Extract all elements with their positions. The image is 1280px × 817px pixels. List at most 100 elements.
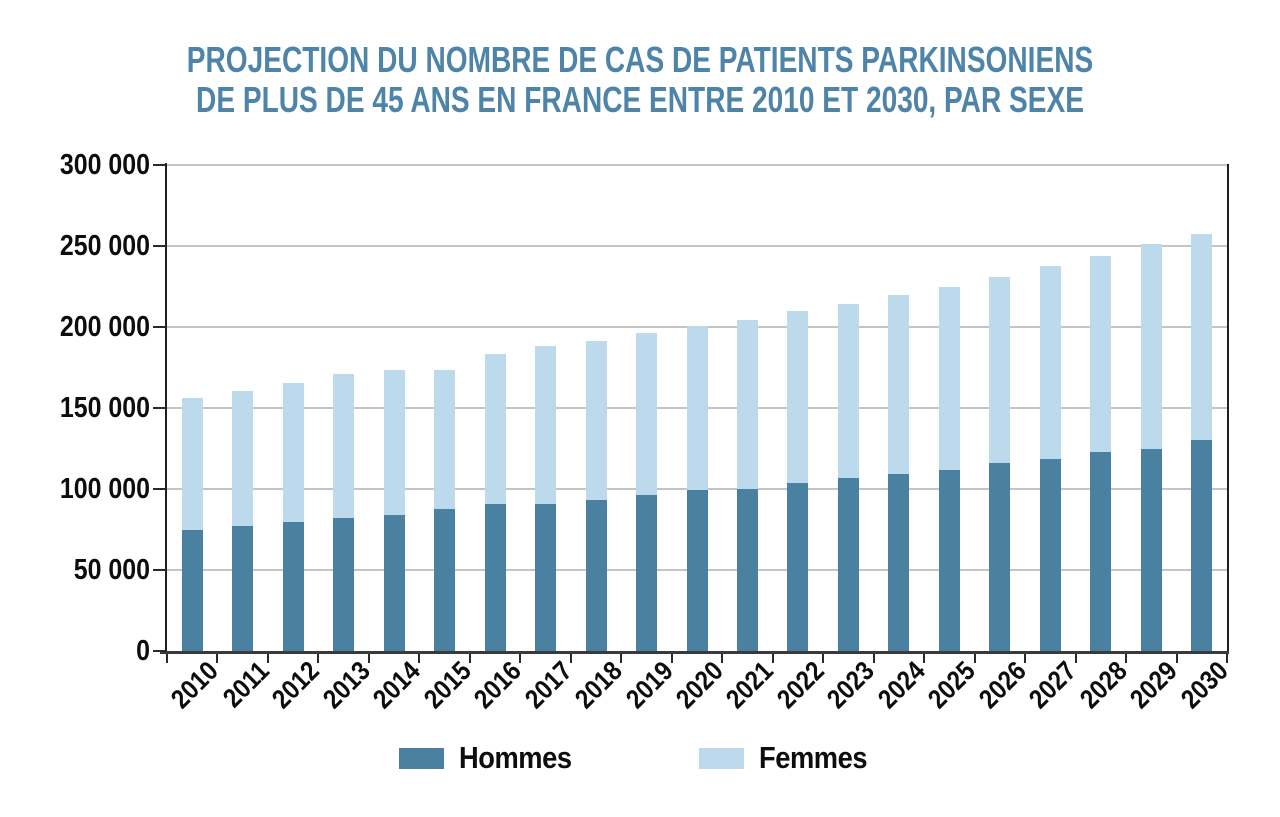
y-axis-tick-100000 [153,488,166,490]
x-axis-label-2027: 2027 [1023,655,1083,715]
x-axis-label-2022: 2022 [771,655,830,715]
y-axis-label-100000: 100 000 [59,473,150,505]
y-axis-tick-0 [153,650,166,652]
bar-hommes-2015 [434,509,456,651]
bar-femmes-2027 [1039,266,1061,460]
hommes-legend-label: Hommes [458,740,572,775]
x-axis-tick-2 [266,654,269,663]
stacked-bar-plot-area [167,164,1227,651]
y-axis-label-0: 0 [136,635,150,667]
y-axis-tick-150000 [153,407,166,409]
x-axis-label-2023: 2023 [821,655,881,715]
y-axis-tick-250000 [153,245,166,247]
bar-hommes-2024 [888,473,910,651]
y-axis-tick-300000 [153,164,166,166]
x-axis-label-2030: 2030 [1174,655,1234,715]
bar-femmes-2014 [383,369,405,515]
x-axis-tick-8 [569,654,572,663]
bar-femmes-2025 [938,287,960,471]
bar-femmes-2016 [484,353,506,505]
bar-hommes-2013 [333,518,355,651]
bar-hommes-2029 [1140,448,1162,651]
bar-hommes-2030 [1191,440,1213,651]
x-axis-tick-11 [721,654,724,663]
x-axis-tick-17 [1024,654,1027,663]
x-axis-label-2012: 2012 [266,655,325,715]
x-axis-tick-13 [822,654,825,663]
y-axis-tick-200000 [153,326,166,328]
bar-femmes-2012 [282,382,304,523]
plot-right-border [1227,164,1229,652]
bar-femmes-2013 [333,374,355,519]
bar-hommes-2016 [484,504,506,651]
x-axis-label-2011: 2011 [216,655,275,714]
bar-femmes-2015 [434,369,456,510]
x-axis-tick-16 [973,654,976,663]
y-axis-label-200000: 200 000 [59,311,150,343]
x-axis-tick-18 [1074,654,1077,663]
x-axis-tick-19 [1125,654,1128,663]
x-axis-tick-3 [317,654,320,663]
gridline-300000 [167,164,1227,166]
bar-hommes-2014 [383,514,405,651]
x-axis-label-2026: 2026 [973,655,1032,715]
x-axis-label-2024: 2024 [872,655,931,715]
legend-item-hommes: Hommes [398,740,587,776]
chart-title: PROJECTION DU NOMBRE DE CAS DE PATIENTS … [141,40,1139,120]
y-axis-line [165,163,167,653]
x-axis-line [160,651,1229,654]
hommes-swatch [398,747,444,769]
y-axis-label-250000: 250 000 [59,230,150,262]
bar-hommes-2026 [989,463,1011,651]
x-axis-tick-4 [367,654,370,663]
x-axis-label-2016: 2016 [468,655,527,715]
bar-hommes-2011 [232,526,254,651]
bar-femmes-2022 [787,310,809,483]
bar-femmes-2021 [736,319,758,489]
y-axis-tick-50000 [153,569,166,571]
x-axis-label-2010: 2010 [165,655,225,715]
x-axis-tick-21 [1226,654,1228,663]
femmes-swatch [698,747,744,769]
y-axis-label-150000: 150 000 [59,392,150,424]
x-axis-label-2013: 2013 [316,655,376,715]
bar-femmes-2011 [232,391,254,527]
x-axis-tick-9 [620,654,623,663]
bar-femmes-2029 [1140,244,1162,449]
bar-femmes-2030 [1191,233,1213,441]
bar-femmes-2020 [686,326,708,490]
bar-femmes-2017 [535,346,557,505]
chart-title-line-1: PROJECTION DU NOMBRE DE CAS DE PATIENTS … [186,39,1094,80]
x-axis-tick-7 [519,654,522,663]
bar-hommes-2010 [181,529,203,651]
legend-item-femmes: Femmes [698,740,882,776]
bar-femmes-2028 [1090,255,1112,452]
bar-femmes-2024 [888,295,910,474]
bar-hommes-2018 [585,499,607,651]
gridline-250000 [167,245,1227,247]
x-axis-tick-5 [418,654,421,663]
bar-hommes-2022 [787,482,809,651]
bar-hommes-2025 [938,470,960,651]
x-axis-tick-10 [670,654,673,663]
x-axis-tick-15 [923,654,926,663]
bar-femmes-2026 [989,276,1011,464]
x-axis-label-2025: 2025 [922,655,982,715]
x-axis-label-2017: 2017 [518,655,578,715]
femmes-legend-label: Femmes [758,740,868,775]
bar-hommes-2021 [736,489,758,651]
x-axis-label-2028: 2028 [1073,655,1133,715]
x-axis-tick-1 [216,654,219,663]
bar-hommes-2012 [282,522,304,651]
x-axis-tick-14 [872,654,875,663]
bar-femmes-2018 [585,340,607,500]
bar-hommes-2023 [837,478,859,651]
y-axis-label-50000: 50 000 [73,554,150,586]
chart-title-line-2: DE PLUS DE 45 ANS EN FRANCE ENTRE 2010 E… [196,79,1084,120]
x-axis-label-2020: 2020 [670,655,729,715]
x-axis-label-2018: 2018 [569,655,628,715]
x-axis-label-2015: 2015 [417,655,477,715]
bar-hommes-2028 [1090,451,1112,651]
bar-hommes-2019 [636,495,658,651]
